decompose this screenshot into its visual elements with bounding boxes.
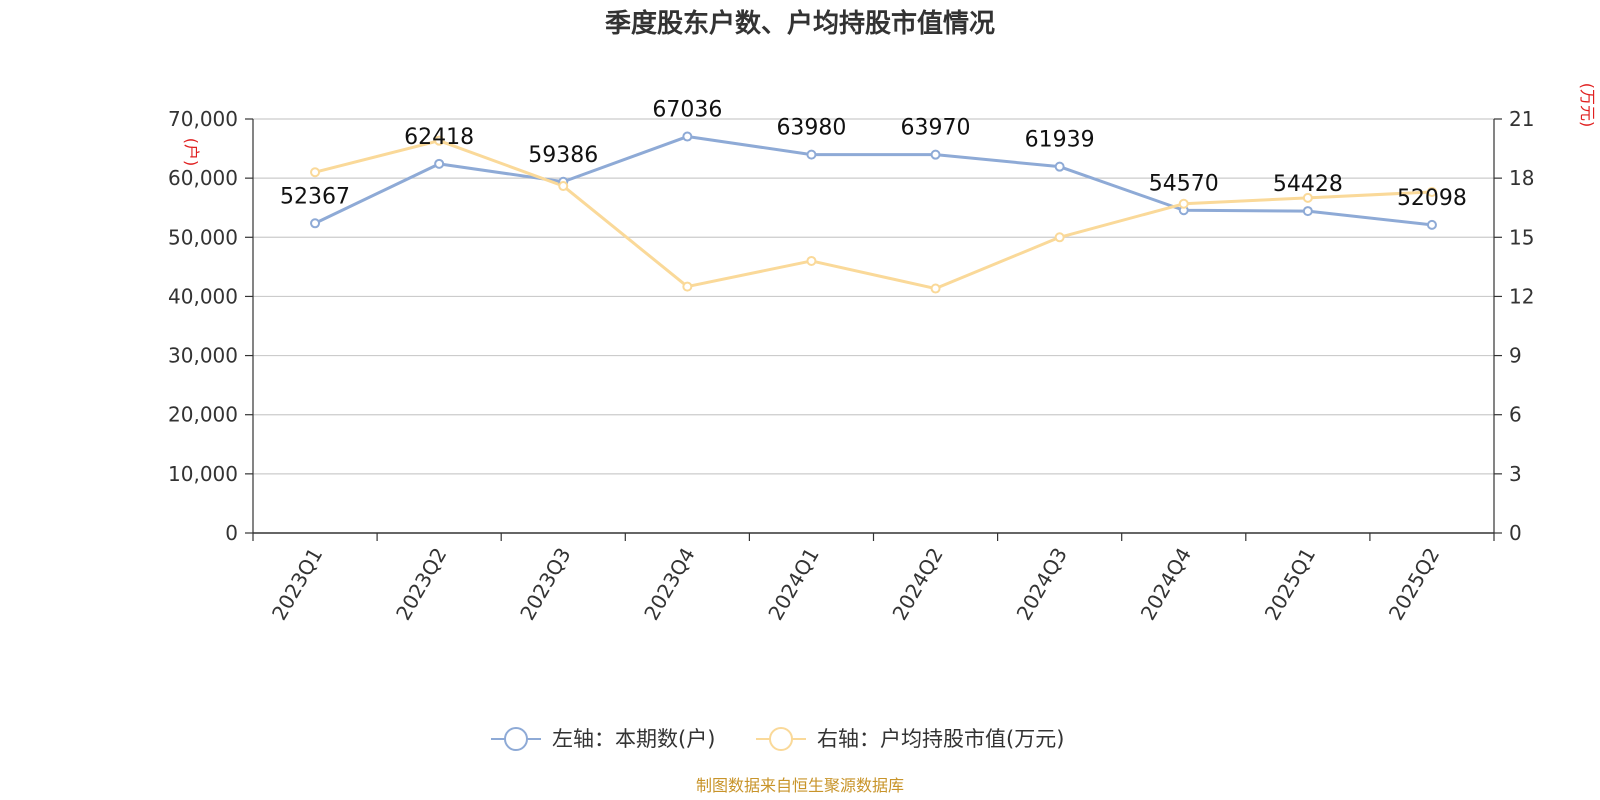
data-label: 63980 (776, 116, 846, 141)
data-point-holders (1054, 161, 1065, 172)
legend-item-left[interactable]: 左轴：本期数(户) (491, 727, 715, 751)
left-axis-tick-label: 20,000 (168, 403, 238, 427)
data-label: 62418 (404, 125, 474, 150)
legend-marker-left (504, 727, 528, 751)
data-point-holders (806, 149, 817, 160)
legend-label-left: 左轴：本期数(户) (552, 727, 715, 751)
legend-marker-right (769, 727, 793, 751)
data-point-holders (682, 131, 693, 142)
legend-label-right: 右轴：户均持股市值(万元) (817, 727, 1064, 751)
data-point-holders (434, 158, 445, 169)
left-axis-tick-label: 10,000 (168, 462, 238, 486)
left-axis-tick-label: 40,000 (168, 284, 238, 308)
data-point-holders (310, 218, 321, 229)
data-point-avg-value (682, 281, 693, 292)
left-axis-tick-label: 0 (225, 521, 238, 545)
left-axis-unit: (户) (182, 138, 201, 167)
x-axis-tick-label: 2025Q1 (1260, 544, 1320, 625)
data-point-avg-value (930, 283, 941, 294)
x-axis-tick-label: 2025Q2 (1384, 544, 1444, 625)
data-point-holders (1426, 219, 1437, 230)
left-axis-tick-label: 50,000 (168, 225, 238, 249)
right-axis-tick-label: 12 (1509, 284, 1534, 308)
x-axis-tick-label: 2023Q1 (267, 544, 327, 625)
series-line-holders (314, 135, 1433, 227)
right-axis-tick-label: 9 (1509, 344, 1522, 368)
data-label: 63970 (901, 116, 971, 141)
left-axis-tick-label: 60,000 (168, 166, 238, 190)
x-axis-tick-label: 2024Q1 (763, 544, 823, 625)
data-label: 52098 (1397, 186, 1467, 211)
left-axis-tick-label: 70,000 (168, 107, 238, 131)
data-label: 61939 (1025, 128, 1095, 153)
chart-title: 季度股东户数、户均持股市值情况 (605, 8, 995, 39)
data-label: 52367 (280, 184, 350, 209)
data-point-holders (930, 149, 941, 160)
data-point-avg-value (1054, 232, 1065, 243)
x-axis-tick-label: 2023Q2 (391, 544, 451, 625)
right-axis-tick-label: 21 (1509, 107, 1534, 131)
x-axis-tick-label: 2023Q4 (639, 544, 699, 625)
data-point-avg-value (310, 167, 321, 178)
data-label: 67036 (652, 98, 722, 123)
data-point-holders (1302, 206, 1313, 217)
data-point-avg-value (434, 135, 445, 146)
data-point-avg-value (1302, 192, 1313, 203)
data-point-avg-value (558, 181, 569, 192)
data-point-avg-value (1426, 186, 1437, 197)
series-line-avg-value (314, 139, 1433, 291)
grid-lines (253, 118, 1494, 475)
right-axis-tick-label: 0 (1509, 521, 1522, 545)
data-label: 59386 (528, 143, 598, 168)
data-point-avg-value (1178, 198, 1189, 209)
data-label: 54428 (1273, 172, 1343, 197)
left-axis-tick-label: 30,000 (168, 344, 238, 368)
x-axis-tick-label: 2024Q3 (1012, 544, 1072, 625)
x-axis-tick-label: 2024Q4 (1136, 544, 1196, 625)
x-axis-tick-label: 2023Q3 (515, 544, 575, 625)
legend-item-right[interactable]: 右轴：户均持股市值(万元) (756, 727, 1064, 751)
series (310, 131, 1437, 294)
data-labels: 52367 62418 59386 67036 63980 63970 61939 54570… (280, 98, 1467, 211)
source-note: 制图数据来自恒生聚源数据库 (696, 776, 904, 795)
right-axis-unit: (万元) (1578, 83, 1597, 128)
right-axis-tick-label: 6 (1509, 403, 1522, 427)
x-axis-tick-label: 2024Q2 (887, 544, 947, 625)
right-axis-tick-label: 15 (1509, 225, 1534, 249)
right-axis-tick-label: 3 (1509, 462, 1522, 486)
data-point-avg-value (806, 255, 817, 266)
data-label: 54570 (1149, 171, 1219, 196)
right-axis-tick-label: 18 (1509, 166, 1534, 190)
legend: 左轴：本期数(户) 右轴：户均持股市值(万元) (491, 727, 1064, 751)
